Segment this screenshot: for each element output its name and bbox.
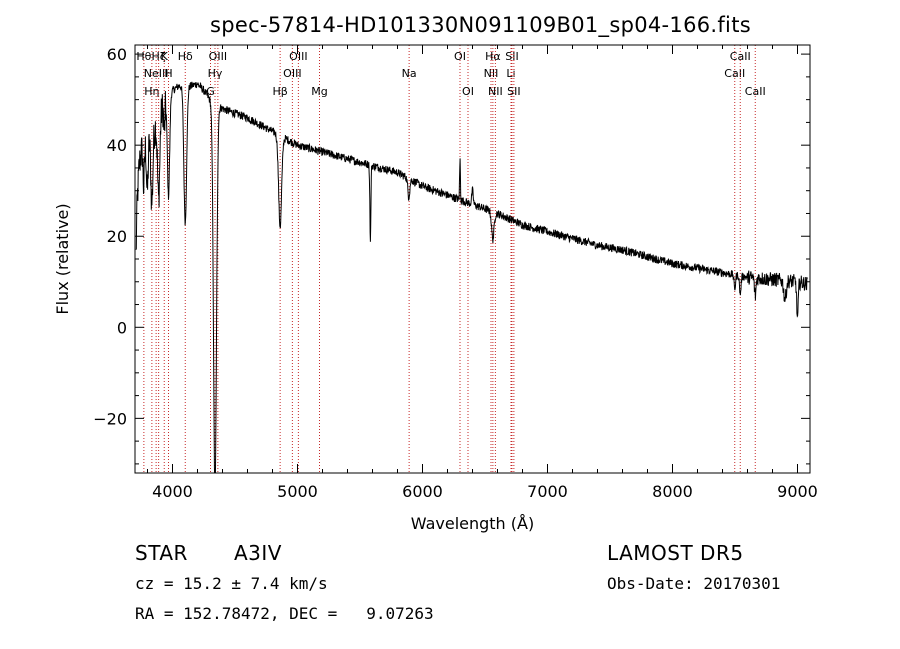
spectral-line-label: OI	[454, 50, 466, 63]
y-tick-label: −20	[93, 409, 127, 428]
y-tick-label: 0	[117, 318, 127, 337]
y-axis-title: Flux (relative)	[53, 203, 72, 314]
x-tick-label: 8000	[652, 482, 693, 501]
coordinates-label: RA = 152.78472, DEC = 9.07263	[135, 604, 434, 623]
x-tick-label: 4000	[152, 482, 193, 501]
obs-date-label: Obs-Date: 20170301	[607, 574, 781, 593]
object-class-label: STAR	[135, 541, 188, 565]
redshift-label: cz = 15.2 ± 7.4 km/s	[135, 574, 328, 593]
spectrum-line	[135, 81, 808, 473]
spectral-line-label: CaII	[730, 50, 751, 63]
chart-title: spec-57814-HD101330N091109B01_sp04-166.f…	[210, 13, 751, 38]
spectral-line-label: OIII	[209, 50, 227, 63]
spectral-line-label: Na	[402, 67, 417, 80]
x-tick-label: 7000	[527, 482, 568, 501]
spectral-line-label: H	[164, 67, 172, 80]
spectral-line-label: K	[161, 50, 169, 63]
spectral-line-label: Hζ	[151, 50, 165, 63]
plot-frame	[134, 44, 811, 474]
spectral-line-label: Hγ	[208, 67, 223, 80]
spectral-line-label: SII	[507, 85, 520, 98]
x-axis-title: Wavelength (Å)	[411, 514, 534, 533]
spectral-line-label: Hα	[485, 50, 501, 63]
spectral-line-label: CaII	[724, 67, 745, 80]
spectral-line-label: Hθ	[136, 50, 151, 63]
survey-label: LAMOST DR5	[607, 541, 744, 565]
object-subclass-label: A3IV	[234, 541, 282, 565]
spectral-line-label: NII	[488, 85, 503, 98]
x-tick-label: 6000	[402, 482, 443, 501]
spectral-line-label: Hβ	[272, 85, 287, 98]
y-tick-label: 20	[107, 227, 127, 246]
spectral-line-label: OI	[462, 85, 474, 98]
spectral-line-label: NeIII	[144, 67, 169, 80]
y-tick-label: 60	[107, 45, 127, 64]
spectral-line-label: Hδ	[178, 50, 193, 63]
spectral-line-label: CaII	[745, 85, 766, 98]
spectral-line-label: SII	[505, 50, 518, 63]
spectral-line-label: OIII	[283, 67, 301, 80]
x-tick-label: 9000	[777, 482, 818, 501]
spectral-line-label: Hη	[144, 85, 159, 98]
spectral-line-label: OIII	[289, 50, 307, 63]
spectral-line-label: Li	[506, 67, 515, 80]
spectral-line-label: G	[206, 85, 215, 98]
spectral-line-label: NII	[484, 67, 499, 80]
spectral-line-label: Mg	[311, 85, 327, 98]
y-tick-label: 40	[107, 136, 127, 155]
x-tick-label: 5000	[277, 482, 318, 501]
